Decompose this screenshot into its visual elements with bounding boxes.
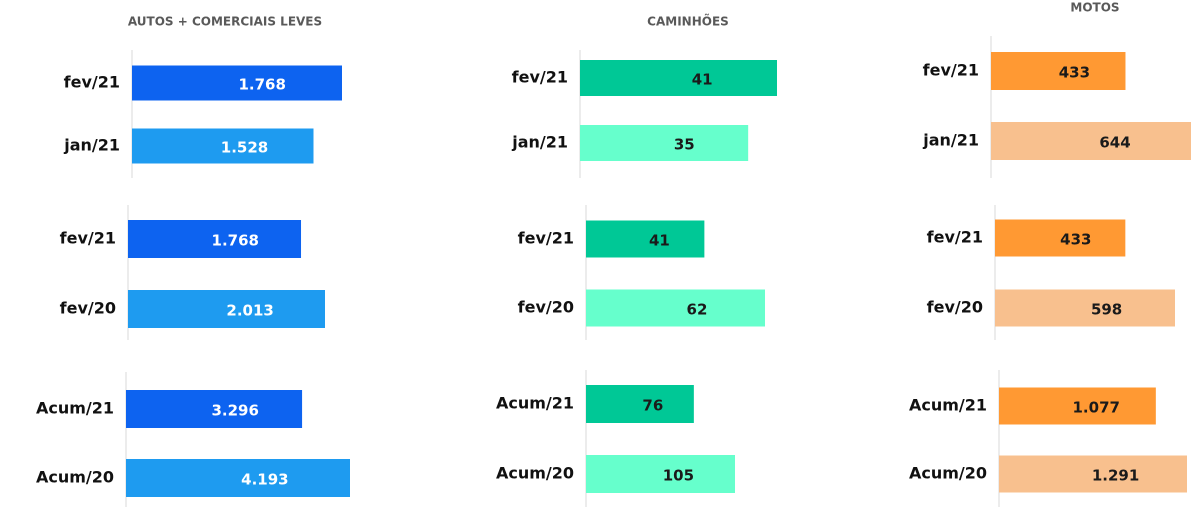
bar (991, 122, 1191, 160)
category-label: Acum/20 (36, 468, 114, 487)
value-label: 3.296 (211, 402, 258, 420)
category-label: jan/21 (511, 133, 568, 152)
value-label: 1.077 (1073, 399, 1120, 417)
value-label: 76 (642, 397, 663, 415)
category-label: fev/21 (923, 61, 979, 80)
value-label: 2.013 (226, 302, 273, 320)
column-title: AUTOS + COMERCIAIS LEVES (128, 15, 322, 29)
value-label: 598 (1091, 301, 1122, 319)
category-label: fev/20 (518, 298, 574, 317)
bar (132, 128, 314, 164)
value-label: 1.291 (1092, 467, 1139, 485)
category-label: fev/21 (512, 68, 568, 87)
category-label: fev/21 (518, 229, 574, 248)
bar (126, 459, 350, 497)
category-label: Acum/21 (36, 399, 114, 418)
category-label: fev/21 (60, 229, 116, 248)
column-title: CAMINHÕES (647, 14, 729, 29)
category-label: Acum/20 (909, 464, 987, 483)
category-label: Acum/21 (496, 394, 574, 413)
value-label: 35 (674, 136, 695, 154)
value-label: 433 (1059, 64, 1090, 82)
value-label: 1.768 (212, 232, 259, 250)
bar (995, 289, 1175, 327)
category-label: jan/21 (63, 136, 120, 155)
value-label: 1.768 (238, 76, 285, 94)
category-label: Acum/20 (496, 464, 574, 483)
bar (586, 289, 765, 327)
category-label: fev/21 (64, 73, 120, 92)
bar (580, 60, 777, 96)
category-label: fev/20 (60, 299, 116, 318)
bar (586, 455, 735, 493)
bar (128, 290, 325, 328)
value-label: 644 (1099, 134, 1130, 152)
value-label: 4.193 (241, 471, 288, 489)
value-label: 105 (663, 467, 694, 485)
category-label: fev/20 (927, 298, 983, 317)
value-label: 433 (1060, 231, 1091, 249)
value-label: 41 (692, 71, 713, 89)
column-title: MOTOS (1070, 1, 1119, 15)
bar (586, 220, 705, 258)
bar (991, 52, 1126, 90)
value-label: 62 (687, 301, 708, 319)
category-label: fev/21 (927, 228, 983, 247)
bar (580, 125, 749, 161)
bar (999, 387, 1156, 425)
category-label: Acum/21 (909, 396, 987, 415)
value-label: 41 (649, 232, 670, 250)
bar (126, 390, 303, 428)
bar (132, 65, 342, 101)
category-label: jan/21 (922, 131, 979, 150)
value-label: 1.528 (221, 139, 268, 157)
bar (999, 455, 1187, 493)
bar (586, 385, 694, 423)
bar (128, 220, 302, 258)
bar (995, 219, 1126, 257)
